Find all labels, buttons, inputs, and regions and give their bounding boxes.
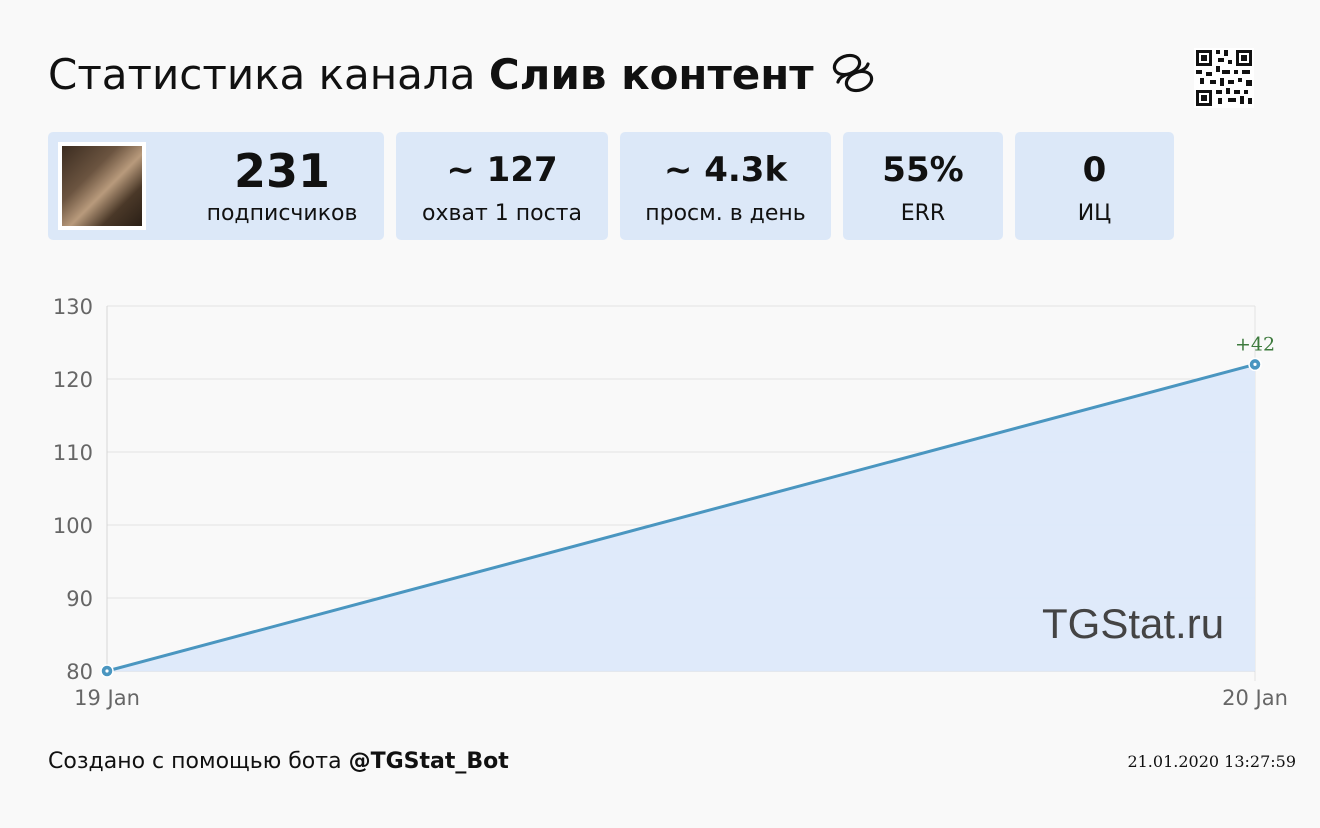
stat-err: 55% ERR [843, 132, 1003, 240]
stat-views: ~ 4.3k просм. в день [620, 132, 831, 240]
title-prefix: Статистика канала [48, 50, 476, 99]
stat-label: охват 1 поста [422, 201, 582, 226]
stat-value: 55% [882, 150, 964, 190]
knot-icon [832, 53, 873, 93]
avatar-photo [62, 146, 142, 226]
stat-value: ~ 127 [446, 150, 558, 190]
footer-timestamp: 21.01.2020 13:27:59 [1127, 752, 1296, 771]
y-tick-label: 120 [53, 368, 93, 392]
data-label: +42 [1235, 333, 1275, 355]
stat-label: ИЦ [1077, 201, 1112, 226]
stat-label: ERR [900, 201, 946, 226]
footer-created-text: Создано с помощью бота [48, 749, 342, 774]
stat-ci: 0 ИЦ [1015, 132, 1174, 240]
data-point-center [1253, 362, 1257, 366]
subscribers-chart: 80 90 100 110 120 130 19 Jan 20 Jan +42 [53, 295, 1288, 710]
x-tick-label: 20 Jan [1222, 686, 1288, 710]
avatar [58, 142, 146, 230]
bot-link[interactable]: @TGStat_Bot [348, 749, 509, 774]
watermark: TGStat.ru [1042, 600, 1225, 647]
stat-reach: ~ 127 охват 1 поста [396, 132, 608, 240]
stat-value: 231 [233, 144, 331, 198]
footer-credit: Создано с помощью бота @TGStat_Bot [48, 748, 509, 776]
y-tick-label: 110 [53, 441, 93, 465]
series-line [106, 362, 1256, 673]
stat-value: 0 [1082, 150, 1107, 190]
stat-value: ~ 4.3k [663, 150, 788, 190]
qr-code-icon [1194, 48, 1254, 108]
y-tick-label: 130 [53, 295, 93, 319]
stat-label: просм. в день [645, 201, 806, 226]
x-tick-label: 19 Jan [74, 686, 140, 710]
y-tick-label: 80 [66, 660, 93, 684]
y-tick-label: 90 [66, 587, 93, 611]
data-point-center [105, 669, 109, 673]
channel-name: Слив контент [488, 50, 814, 99]
stat-label: подписчиков [206, 201, 358, 226]
page-title: Статистика канала Слив контент [48, 48, 878, 101]
y-tick-label: 100 [53, 514, 93, 538]
